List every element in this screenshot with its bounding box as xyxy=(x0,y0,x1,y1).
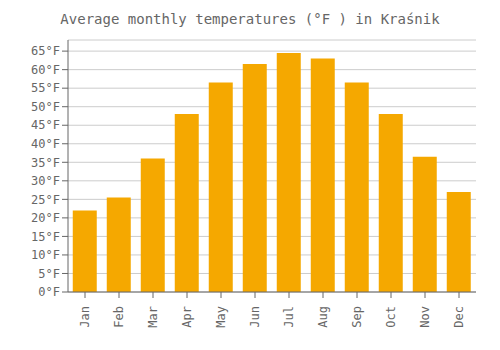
svg-text:55°F: 55°F xyxy=(31,81,60,95)
svg-text:65°F: 65°F xyxy=(31,44,60,58)
svg-text:Dec: Dec xyxy=(452,306,466,328)
svg-text:30°F: 30°F xyxy=(31,174,60,188)
svg-text:Nov: Nov xyxy=(418,306,432,328)
svg-text:15°F: 15°F xyxy=(31,230,60,244)
svg-text:Jul: Jul xyxy=(282,306,296,328)
svg-text:Sep: Sep xyxy=(350,306,364,328)
svg-text:Aug: Aug xyxy=(316,306,330,328)
svg-text:0°F: 0°F xyxy=(38,285,60,299)
svg-text:50°F: 50°F xyxy=(31,100,60,114)
svg-text:Feb: Feb xyxy=(112,306,126,328)
html-text:Average monthly temperatures (: Average monthly temperatures (°F ) in Kr… xyxy=(60,11,440,27)
svg-text:May: May xyxy=(214,306,228,328)
svg-text:60°F: 60°F xyxy=(31,63,60,77)
svg-text:Jun: Jun xyxy=(248,306,262,328)
svg-text:5°F: 5°F xyxy=(38,267,60,281)
svg-text:Apr: Apr xyxy=(180,306,194,328)
svg-text:45°F: 45°F xyxy=(31,118,60,132)
svg-text:20°F: 20°F xyxy=(31,211,60,225)
svg-text:Jan: Jan xyxy=(78,306,92,328)
svg-text:Mar: Mar xyxy=(146,306,160,328)
svg-text:40°F: 40°F xyxy=(31,137,60,151)
svg-text:35°F: 35°F xyxy=(31,156,60,170)
svg-text:10°F: 10°F xyxy=(31,248,60,262)
svg-text:25°F: 25°F xyxy=(31,193,60,207)
svg-text:Oct: Oct xyxy=(384,306,398,328)
